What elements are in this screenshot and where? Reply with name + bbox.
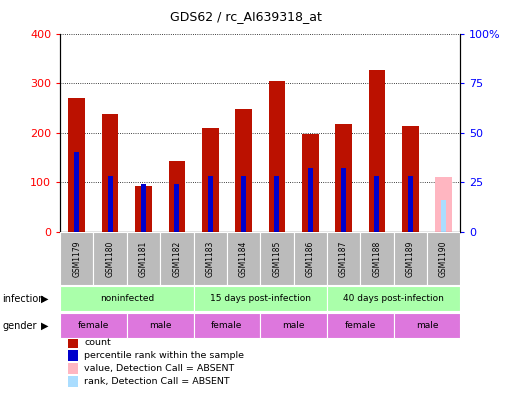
Bar (208, 176, 213, 232)
Bar (394, 232, 427, 285)
Bar (260, 313, 327, 338)
Text: value, Detection Call = ABSENT: value, Detection Call = ABSENT (84, 364, 234, 373)
Bar (60, 286, 194, 311)
Text: gender: gender (3, 320, 37, 331)
Bar (68, 337, 78, 348)
Bar (402, 126, 418, 232)
Text: ▶: ▶ (41, 320, 48, 331)
Bar (275, 176, 279, 232)
Bar (74, 152, 79, 232)
Text: rank, Detection Call = ABSENT: rank, Detection Call = ABSENT (84, 377, 230, 386)
Bar (268, 81, 285, 232)
Text: GSM1188: GSM1188 (372, 240, 381, 276)
Bar (435, 177, 452, 232)
Text: 40 days post-infection: 40 days post-infection (343, 294, 444, 303)
Text: male: male (149, 321, 172, 330)
Bar (260, 232, 293, 285)
Bar (327, 286, 460, 311)
Bar (135, 186, 152, 232)
Text: ▶: ▶ (41, 293, 48, 304)
Text: female: female (345, 321, 376, 330)
Text: GSM1187: GSM1187 (339, 240, 348, 276)
Bar (60, 313, 127, 338)
Bar (408, 176, 413, 232)
Text: 15 days post-infection: 15 days post-infection (210, 294, 311, 303)
Bar (94, 232, 127, 285)
Bar (174, 184, 179, 232)
Text: GSM1189: GSM1189 (406, 240, 415, 276)
Bar (168, 161, 185, 232)
Text: GSM1182: GSM1182 (173, 240, 181, 276)
Bar (427, 232, 460, 285)
Bar (369, 70, 385, 232)
Bar (327, 313, 393, 338)
Bar (302, 133, 319, 232)
Bar (141, 184, 146, 232)
Bar (293, 232, 327, 285)
Bar (127, 313, 194, 338)
Text: GSM1180: GSM1180 (106, 240, 115, 276)
Text: infection: infection (3, 293, 45, 304)
Bar (102, 114, 119, 232)
Bar (194, 313, 260, 338)
Bar (194, 232, 227, 285)
Text: GSM1186: GSM1186 (306, 240, 315, 276)
Text: GSM1179: GSM1179 (72, 240, 81, 277)
Text: GSM1183: GSM1183 (206, 240, 214, 276)
Text: female: female (211, 321, 243, 330)
Bar (68, 375, 78, 387)
Bar (60, 232, 94, 285)
Bar (160, 232, 194, 285)
Bar (308, 168, 313, 232)
Text: GSM1181: GSM1181 (139, 240, 148, 276)
Bar (127, 232, 160, 285)
Bar (68, 363, 78, 374)
Bar (327, 232, 360, 285)
Bar (335, 124, 352, 232)
Bar (241, 176, 246, 232)
Text: male: male (282, 321, 305, 330)
Text: percentile rank within the sample: percentile rank within the sample (84, 351, 244, 360)
Bar (374, 176, 379, 232)
Bar (69, 98, 85, 232)
Bar (360, 232, 393, 285)
Bar (227, 232, 260, 285)
Text: GSM1190: GSM1190 (439, 240, 448, 277)
Bar (394, 313, 460, 338)
Bar (441, 200, 446, 232)
Bar (341, 168, 346, 232)
Text: GSM1184: GSM1184 (239, 240, 248, 276)
Text: GDS62 / rc_AI639318_at: GDS62 / rc_AI639318_at (170, 10, 322, 23)
Text: GSM1185: GSM1185 (272, 240, 281, 276)
Text: female: female (78, 321, 109, 330)
Bar (235, 109, 252, 232)
Bar (108, 176, 112, 232)
Bar (68, 350, 78, 361)
Text: male: male (416, 321, 438, 330)
Bar (202, 128, 219, 232)
Text: count: count (84, 338, 111, 347)
Bar (194, 286, 327, 311)
Text: noninfected: noninfected (100, 294, 154, 303)
